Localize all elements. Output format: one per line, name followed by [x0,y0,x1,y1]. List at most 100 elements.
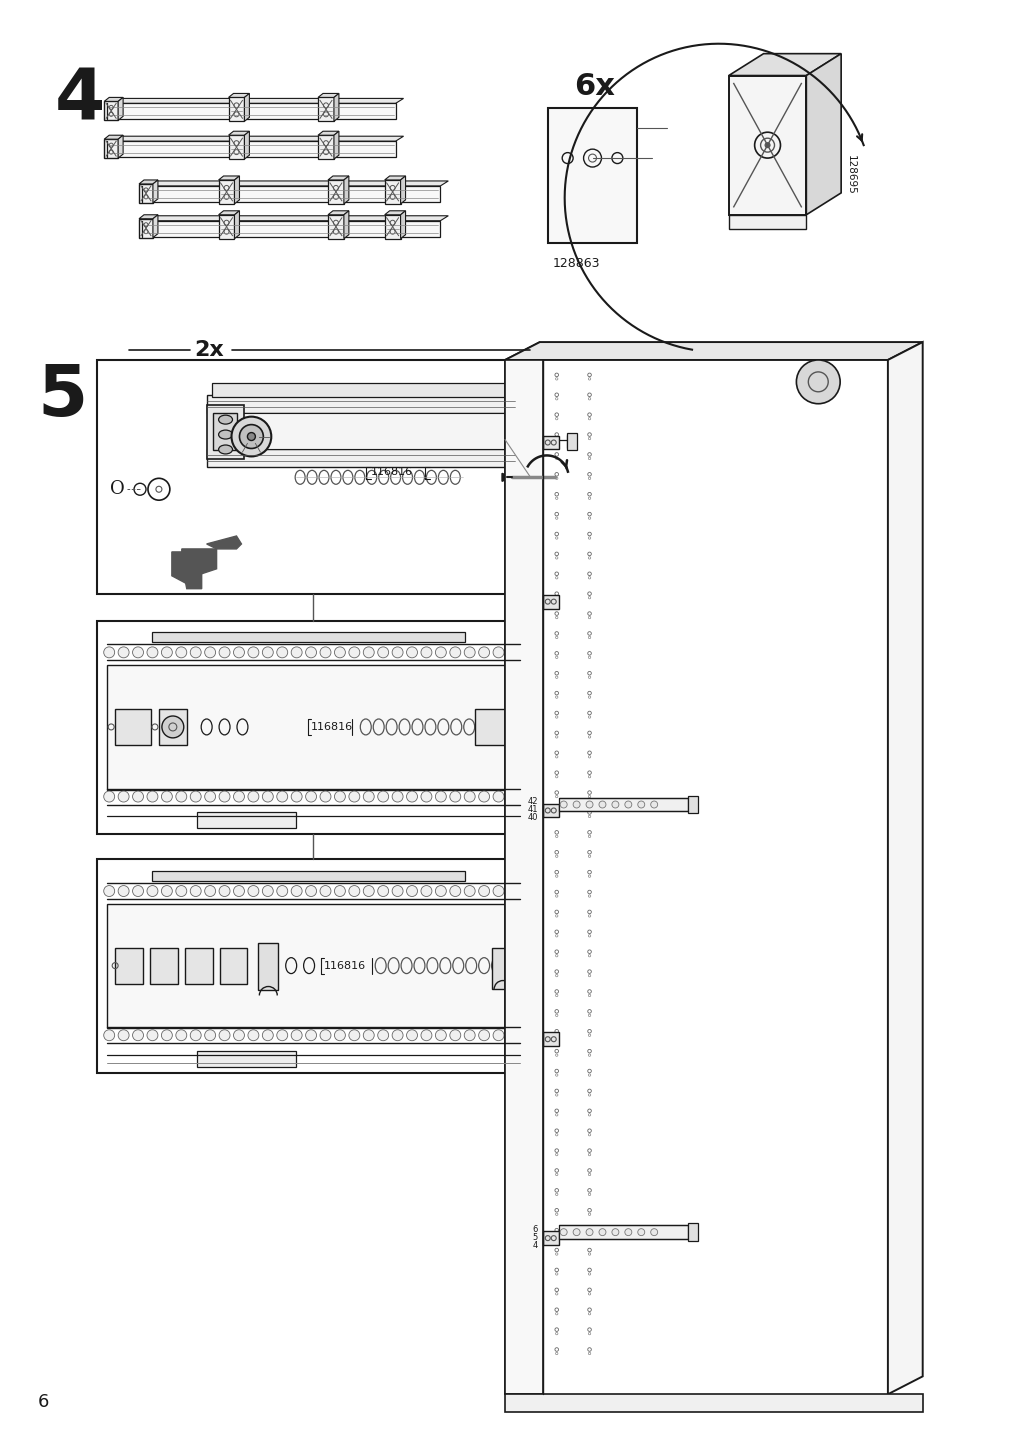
Circle shape [276,647,287,657]
Circle shape [234,790,245,802]
Circle shape [291,790,302,802]
Polygon shape [104,102,118,120]
Circle shape [391,1030,402,1041]
Circle shape [585,1229,592,1236]
Circle shape [391,885,402,896]
Bar [542,1232,558,1244]
Bar [115,709,151,745]
Circle shape [147,790,158,802]
Circle shape [464,790,475,802]
Circle shape [147,1030,158,1041]
Circle shape [305,1030,316,1041]
Circle shape [248,790,259,802]
Bar [152,633,465,643]
Bar [542,1032,558,1047]
Circle shape [305,885,316,896]
Circle shape [349,885,360,896]
Circle shape [391,647,402,657]
Circle shape [276,885,287,896]
Polygon shape [107,103,395,119]
Circle shape [421,885,432,896]
Bar [558,798,687,812]
Circle shape [132,885,144,896]
Bar [97,859,530,1073]
Bar [558,1226,687,1239]
Polygon shape [104,135,123,139]
Text: O: O [109,480,124,498]
Circle shape [204,647,215,657]
Circle shape [161,885,172,896]
Polygon shape [182,548,216,574]
Text: 116816: 116816 [370,467,412,477]
Circle shape [464,1030,475,1041]
Circle shape [464,885,475,896]
Circle shape [612,1229,619,1236]
Polygon shape [344,176,349,203]
Circle shape [377,885,388,896]
Circle shape [449,647,460,657]
Circle shape [234,885,245,896]
Polygon shape [317,93,339,97]
Polygon shape [235,176,240,203]
Circle shape [190,1030,201,1041]
Circle shape [599,1229,606,1236]
Polygon shape [153,180,158,203]
Bar [196,812,296,828]
Polygon shape [328,215,344,239]
Bar [542,803,558,818]
Circle shape [319,647,331,657]
Circle shape [492,790,503,802]
Circle shape [377,790,388,802]
Circle shape [118,885,129,896]
Polygon shape [887,342,922,1395]
Polygon shape [384,180,400,203]
Polygon shape [139,183,153,203]
Bar [97,620,530,835]
Circle shape [176,1030,187,1041]
Circle shape [147,647,158,657]
Bar [212,412,238,451]
Circle shape [650,800,657,808]
Circle shape [132,790,144,802]
Text: 116816: 116816 [310,722,353,732]
Circle shape [560,800,566,808]
Bar [115,948,143,984]
Circle shape [234,647,245,657]
Polygon shape [334,93,339,122]
Circle shape [319,885,331,896]
Text: 5: 5 [532,1233,537,1242]
Circle shape [572,1229,579,1236]
Circle shape [262,647,273,657]
Circle shape [248,885,259,896]
Circle shape [103,647,114,657]
Polygon shape [317,132,339,135]
Circle shape [176,885,187,896]
Text: 5: 5 [37,362,88,431]
Circle shape [449,885,460,896]
Circle shape [118,790,129,802]
Circle shape [176,647,187,657]
Polygon shape [728,53,840,76]
Bar [547,109,637,242]
Circle shape [334,885,345,896]
Polygon shape [235,211,240,239]
Polygon shape [142,221,440,236]
Text: 41: 41 [527,805,537,813]
Circle shape [218,1030,229,1041]
Circle shape [363,647,374,657]
Text: 40: 40 [527,813,537,822]
Polygon shape [317,135,334,159]
Polygon shape [504,342,539,1395]
Polygon shape [153,215,158,238]
Circle shape [262,1030,273,1041]
Polygon shape [384,215,400,239]
Polygon shape [228,135,245,159]
Bar [504,359,542,1395]
Circle shape [406,885,418,896]
Circle shape [103,1030,114,1041]
Circle shape [377,647,388,657]
Circle shape [492,885,503,896]
Polygon shape [228,97,245,122]
Polygon shape [400,211,405,239]
Circle shape [218,647,229,657]
